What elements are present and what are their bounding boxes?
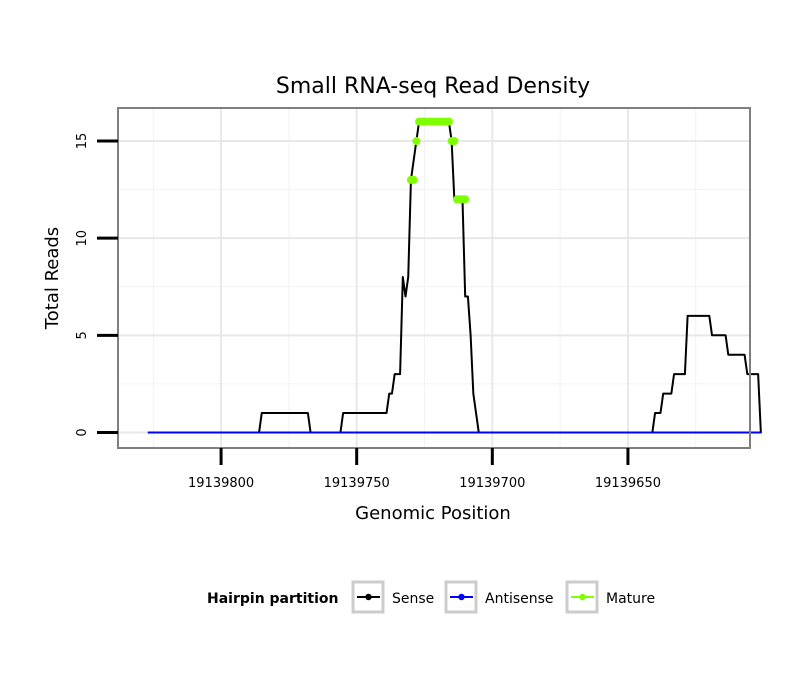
series-line-sense <box>147 120 762 434</box>
legend-key-dot <box>458 593 465 601</box>
legend: Hairpin partition Sense Antisense Mature <box>207 580 655 614</box>
plot-border <box>117 107 751 449</box>
legend-label: Antisense <box>485 591 554 607</box>
legend-label: Mature <box>606 591 655 607</box>
y-tick-label: 0 <box>75 428 90 436</box>
x-axis-label: Genomic Position <box>355 503 511 524</box>
legend-key-dot <box>365 593 372 601</box>
plot-area <box>117 107 762 449</box>
mature-point <box>461 195 470 204</box>
mature-point <box>409 175 418 184</box>
x-tick-label: 19139650 <box>595 476 661 491</box>
y-tick-label: 5 <box>75 331 90 339</box>
mature-point <box>412 137 421 146</box>
legend-items: Sense Antisense Mature <box>351 580 655 614</box>
x-tick-label: 19139700 <box>459 476 525 491</box>
series-layer <box>147 117 762 434</box>
plot-panel <box>118 108 750 448</box>
mature-point <box>444 117 453 126</box>
x-tick-label: 19139800 <box>188 476 254 491</box>
legend-title: Hairpin partition <box>207 591 338 607</box>
y-tick-label: 10 <box>75 230 90 247</box>
legend-item-mature: Mature <box>565 580 655 614</box>
x-tick-label: 19139750 <box>324 476 390 491</box>
y-axis-label: Total Reads <box>42 227 63 330</box>
mature-point <box>450 137 459 146</box>
legend-item-sense: Sense <box>351 580 434 614</box>
chart-title: Small RNA-seq Read Density <box>276 74 590 99</box>
x-axis: 19139800 19139750 19139700 19139650 <box>188 448 661 491</box>
y-tick-label: 15 <box>75 133 90 150</box>
y-axis: 0 5 10 15 <box>75 133 118 437</box>
legend-label: Sense <box>392 591 434 607</box>
legend-key-dot <box>579 593 586 601</box>
legend-item-antisense: Antisense <box>444 580 554 614</box>
